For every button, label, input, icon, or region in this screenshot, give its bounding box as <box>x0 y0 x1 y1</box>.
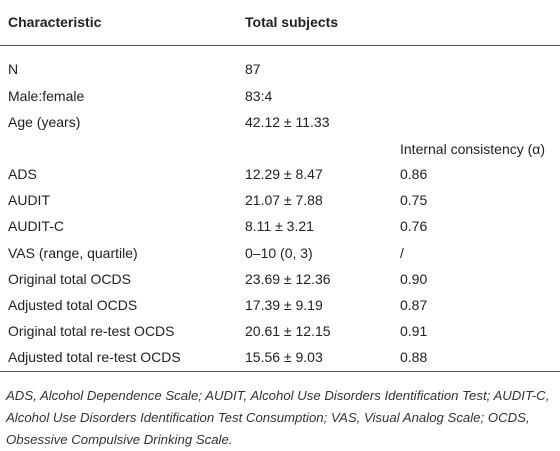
bottom-rule <box>0 371 560 372</box>
table-cell: 0.87 <box>400 297 428 313</box>
table-cell: 0.91 <box>400 323 428 340</box>
table-cell: AUDIT-C <box>8 218 64 235</box>
header-cell: Characteristic <box>8 14 102 30</box>
table-cell: Original total re-test OCDS <box>8 323 175 340</box>
table-cell: 8.11 ± 3.21 <box>245 218 314 235</box>
table-cell: Original total OCDS <box>8 270 131 287</box>
table-cell: 15.56 ± 9.03 <box>245 349 323 366</box>
table-cell: 0.76 <box>400 218 428 235</box>
table-cell: 17.39 ± 9.19 <box>245 297 323 313</box>
table-cell: N <box>8 61 19 77</box>
table-cell: 42.12 ± 11.33 <box>245 114 330 130</box>
table-cell: Adjusted total OCDS <box>8 297 138 313</box>
footnote: ADS, Alcohol Dependence Scale; AUDIT, Al… <box>6 388 550 447</box>
table-cell: / <box>400 244 404 261</box>
table-cell: 20.61 ± 12.15 <box>245 323 331 340</box>
table-cell: 87 <box>245 61 261 77</box>
table-cell: 0.75 <box>400 192 428 209</box>
table-cell: ADS <box>8 166 37 182</box>
table-cell: 0.88 <box>400 349 428 366</box>
table-cell: AUDIT <box>8 192 50 209</box>
header-rule <box>0 45 560 46</box>
table-cell: 21.07 ± 7.88 <box>245 192 323 209</box>
subheader-cell: Internal consistency (α) <box>400 141 546 157</box>
table-cell: Age (years) <box>8 114 81 130</box>
table-cell: 12.29 ± 8.47 <box>245 166 323 182</box>
table-cell: 0.90 <box>400 270 428 287</box>
table-cell: 0–10 (0, 3) <box>245 244 313 261</box>
table-cell: 83:4 <box>245 87 273 104</box>
table-cell: Male:female <box>8 87 85 104</box>
header-cell: Total subjects <box>245 14 339 30</box>
table-cell: 23.69 ± 12.36 <box>245 270 331 287</box>
table-cell: VAS (range, quartile) <box>8 244 138 261</box>
table-cell: 0.86 <box>400 166 428 182</box>
table-cell: Adjusted total re-test OCDS <box>8 349 181 366</box>
